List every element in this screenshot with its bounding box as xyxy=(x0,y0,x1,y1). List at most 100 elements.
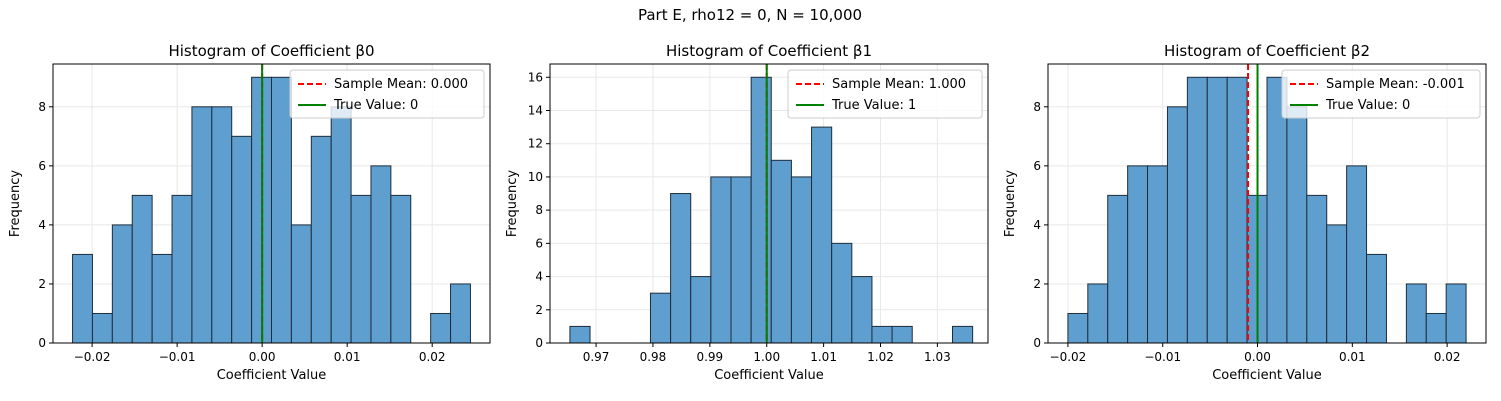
axes-frame xyxy=(1047,63,1487,344)
histogram-bar xyxy=(450,283,471,344)
y-tick-label: 14 xyxy=(528,104,543,118)
x-tick-label: −0.02 xyxy=(1050,350,1087,364)
histogram-bar xyxy=(649,292,672,344)
histogram-bar xyxy=(191,106,213,344)
panel-title: Histogram of Coefficient β0 xyxy=(168,42,374,60)
y-tick-label: 6 xyxy=(38,159,46,173)
histogram-bar xyxy=(831,242,853,344)
histogram-bar xyxy=(1366,253,1387,344)
histogram-bar xyxy=(370,165,392,344)
histogram-bar xyxy=(1087,283,1109,344)
y-tick-label: 6 xyxy=(535,236,543,250)
histogram-bar xyxy=(1306,194,1328,344)
y-tick-label: 0 xyxy=(535,336,543,350)
legend-label-mean: Sample Mean: 1.000 xyxy=(832,77,966,92)
panel-title: Histogram of Coefficient β2 xyxy=(1164,42,1370,60)
histogram-bar xyxy=(1067,312,1089,344)
histogram-bar xyxy=(151,253,173,344)
y-tick-label: 8 xyxy=(535,203,543,217)
histogram-bar xyxy=(91,312,113,344)
x-tick-label: 1.03 xyxy=(924,350,951,364)
histogram-bar xyxy=(1226,76,1248,344)
y-tick-label: 10 xyxy=(528,170,543,184)
legend-box xyxy=(289,69,485,119)
x-tick-label: −0.02 xyxy=(74,350,111,364)
y-tick-label: 12 xyxy=(528,137,543,151)
y-tick-label: 16 xyxy=(528,70,543,84)
histogram-bar xyxy=(290,224,312,344)
histogram-bar xyxy=(111,224,133,344)
legend: Sample Mean: -0.001 True Value: 0 xyxy=(1281,69,1481,119)
legend-label-true: True Value: 0 xyxy=(1325,98,1410,113)
histogram-bar xyxy=(171,194,193,344)
histogram-bar xyxy=(1445,283,1467,344)
histogram-bar xyxy=(891,325,913,344)
histogram-bar xyxy=(952,325,974,344)
x-axis-label: Coefficient Value xyxy=(714,368,824,383)
y-tick-label: 2 xyxy=(1033,277,1041,291)
y-tick-label: 0 xyxy=(38,336,46,350)
histogram-bar xyxy=(1127,165,1149,344)
histogram-bar xyxy=(430,312,452,344)
legend: Sample Mean: 0.000 True Value: 0 xyxy=(289,69,485,119)
x-tick-label: −0.01 xyxy=(1144,350,1181,364)
histogram-bar xyxy=(350,194,372,344)
x-axis-label: Coefficient Value xyxy=(1212,368,1322,383)
x-tick-label: 1.01 xyxy=(810,350,837,364)
y-tick-label: 8 xyxy=(38,100,46,114)
histogram-bar xyxy=(1186,76,1208,344)
x-tick-label: 0.98 xyxy=(640,350,667,364)
histogram-bar xyxy=(1166,106,1188,344)
histogram-bar xyxy=(1326,224,1348,344)
histogram-bar xyxy=(569,325,591,344)
chart-panel-0: −0.02 −0.01 0.00 0.01 0.02 0 2 4 6 8 Histogram of … xyxy=(8,42,491,383)
histogram-bar xyxy=(131,194,153,344)
x-tick-label: 0.02 xyxy=(419,350,446,364)
x-tick-label: 1.02 xyxy=(867,350,894,364)
y-tick-label: 4 xyxy=(38,218,46,232)
x-tick-label: 0.00 xyxy=(1244,350,1271,364)
legend-label-true: True Value: 0 xyxy=(333,98,418,113)
axes-frame xyxy=(549,63,989,344)
legend-label-mean: Sample Mean: 0.000 xyxy=(334,77,468,92)
figure-suptitle: Part E, rho12 = 0, N = 10,000 xyxy=(638,6,862,24)
chart-panel-1: 0.97 0.98 0.99 1.00 1.01 1.02 1.03 0 2 4 6 8 10 12 14 1… xyxy=(505,42,989,383)
histogram-bar xyxy=(1206,76,1228,344)
histogram-bar xyxy=(730,176,752,344)
legend-box xyxy=(1281,69,1481,119)
histogram-bar xyxy=(330,106,352,344)
histogram-bar xyxy=(811,126,833,344)
histogram-bar xyxy=(72,253,93,344)
y-tick-label: 2 xyxy=(535,303,543,317)
y-axis-label: Frequency xyxy=(505,170,520,237)
histogram-bar xyxy=(690,276,712,344)
chart-panel-2: −0.02 −0.01 0.00 0.01 0.02 0 2 4 6 8 Histogram of … xyxy=(1003,42,1487,383)
y-axis-label: Frequency xyxy=(8,170,23,237)
y-tick-label: 4 xyxy=(1033,218,1041,232)
histogram-bar xyxy=(211,106,233,344)
legend: Sample Mean: 1.000 True Value: 1 xyxy=(787,69,983,119)
histogram-bar xyxy=(710,176,732,344)
x-tick-label: 0.02 xyxy=(1434,350,1461,364)
histogram-bar xyxy=(750,76,772,344)
x-tick-label: −0.01 xyxy=(159,350,196,364)
legend-box xyxy=(787,69,983,119)
y-tick-label: 8 xyxy=(1033,100,1041,114)
y-tick-label: 2 xyxy=(38,277,46,291)
histogram-bar xyxy=(1286,106,1308,344)
y-tick-label: 6 xyxy=(1033,159,1041,173)
legend-label-mean: Sample Mean: -0.001 xyxy=(1326,77,1465,92)
histogram-bar xyxy=(1425,312,1447,344)
legend-label-true: True Value: 1 xyxy=(831,98,916,113)
histogram-bar xyxy=(231,135,253,344)
y-axis-label: Frequency xyxy=(1003,170,1018,237)
histogram-bar xyxy=(1405,283,1427,344)
x-tick-label: 1.00 xyxy=(753,350,780,364)
x-axis-label: Coefficient Value xyxy=(217,368,327,383)
histogram-bar xyxy=(871,325,893,344)
panel-title: Histogram of Coefficient β1 xyxy=(666,42,872,60)
histogram-bar xyxy=(1147,165,1168,344)
histogram-bar xyxy=(310,135,332,344)
x-tick-label: 0.00 xyxy=(249,350,276,364)
